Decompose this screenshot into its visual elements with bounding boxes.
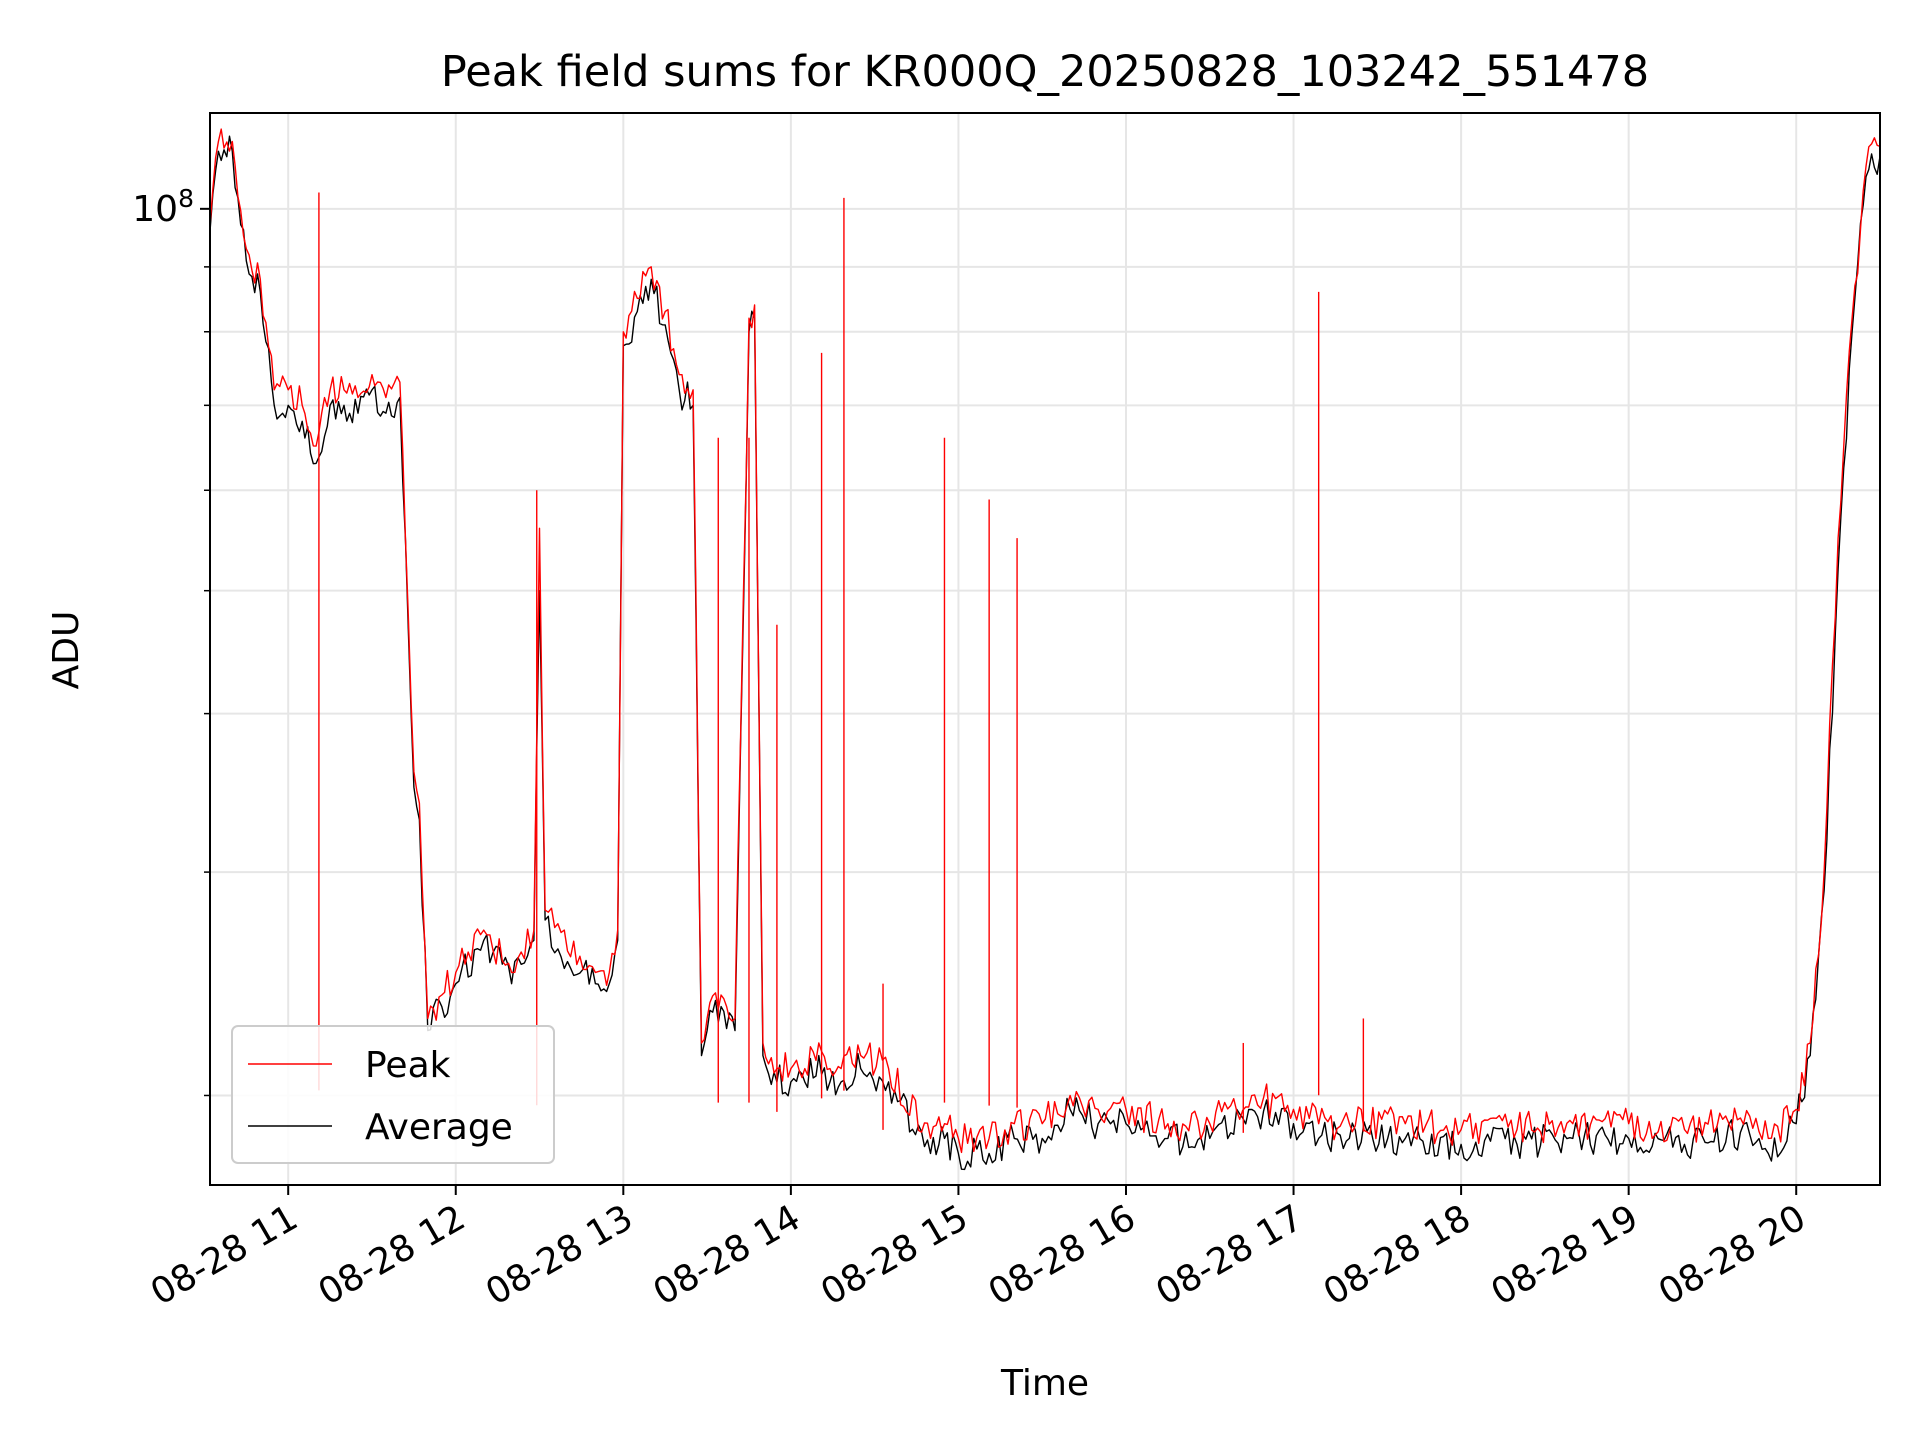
legend-box [231,1025,555,1164]
plot-frame [209,112,1881,1186]
y-tick-label: 108 [132,184,194,230]
x-ticks: 08-28 11 08-28 12 08-28 13 08-28 14 08-28 15… [144,1185,1813,1314]
legend-label-peak: Peak [365,1045,451,1086]
average-series-line [209,135,1881,1171]
chart-title: Peak field sums for KR000Q_20250828_1032… [441,47,1649,97]
x-tick-label: 08-28 15 [814,1197,975,1313]
x-tick-label: 08-28 13 [479,1197,640,1313]
plot-lines [209,128,1881,1171]
y-axis-label: ADU [46,611,87,690]
x-tick-label: 08-28 17 [1149,1197,1310,1313]
grid-lines [210,113,1880,1185]
x-tick-label: 08-28 16 [982,1197,1143,1313]
x-tick-label: 08-28 14 [647,1197,808,1313]
peak-series-line [209,128,1881,1154]
legend: Peak Average [231,1025,555,1164]
x-tick-label: 08-28 20 [1652,1197,1813,1313]
x-axis-label: Time [1000,1363,1089,1404]
legend-label-average: Average [365,1107,513,1148]
x-tick-label: 08-28 12 [312,1197,473,1313]
y-ticks: 108 [132,184,210,1097]
x-tick-label: 08-28 11 [144,1197,305,1313]
x-tick-label: 08-28 18 [1317,1197,1478,1313]
x-tick-label: 08-28 19 [1484,1197,1645,1313]
